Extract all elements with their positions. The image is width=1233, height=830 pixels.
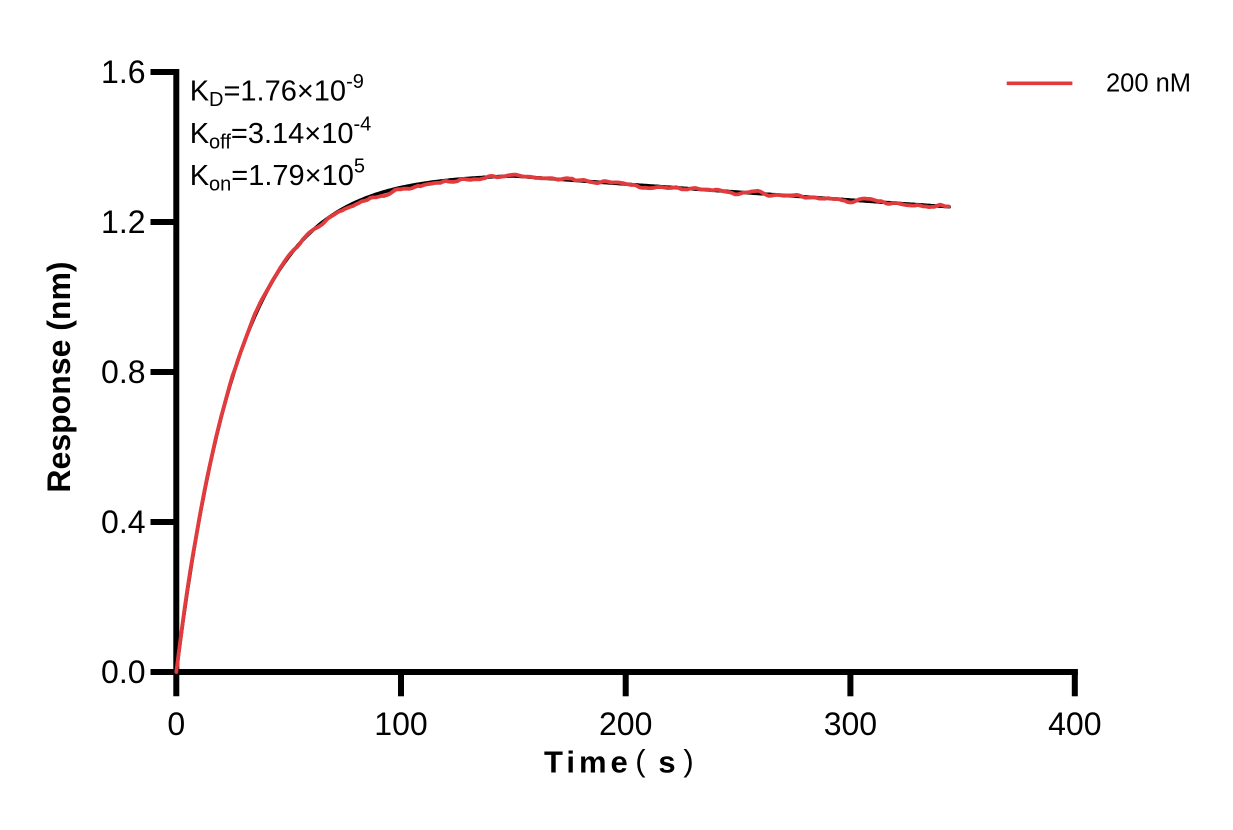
svg-text:0.4: 0.4 [101,504,145,540]
svg-text:0.8: 0.8 [101,354,145,390]
svg-text:0.0: 0.0 [101,654,145,690]
svg-text:Response (nm): Response (nm) [41,261,77,492]
svg-text:KD=1.76×10-9: KD=1.76×10-9 [190,71,364,111]
svg-text:Time(s): Time(s) [544,743,694,780]
svg-text:Koff=3.14×10-4: Koff=3.14×10-4 [190,113,372,153]
svg-text:200: 200 [599,706,652,742]
svg-text:0: 0 [167,706,185,742]
svg-text:1.6: 1.6 [101,54,145,90]
svg-text:300: 300 [824,706,877,742]
svg-text:1.2: 1.2 [101,204,145,240]
svg-text:Kon=1.79×105: Kon=1.79×105 [190,156,365,196]
svg-text:200 nM: 200 nM [1106,69,1191,97]
svg-text:100: 100 [374,706,427,742]
svg-text:400: 400 [1048,706,1101,742]
